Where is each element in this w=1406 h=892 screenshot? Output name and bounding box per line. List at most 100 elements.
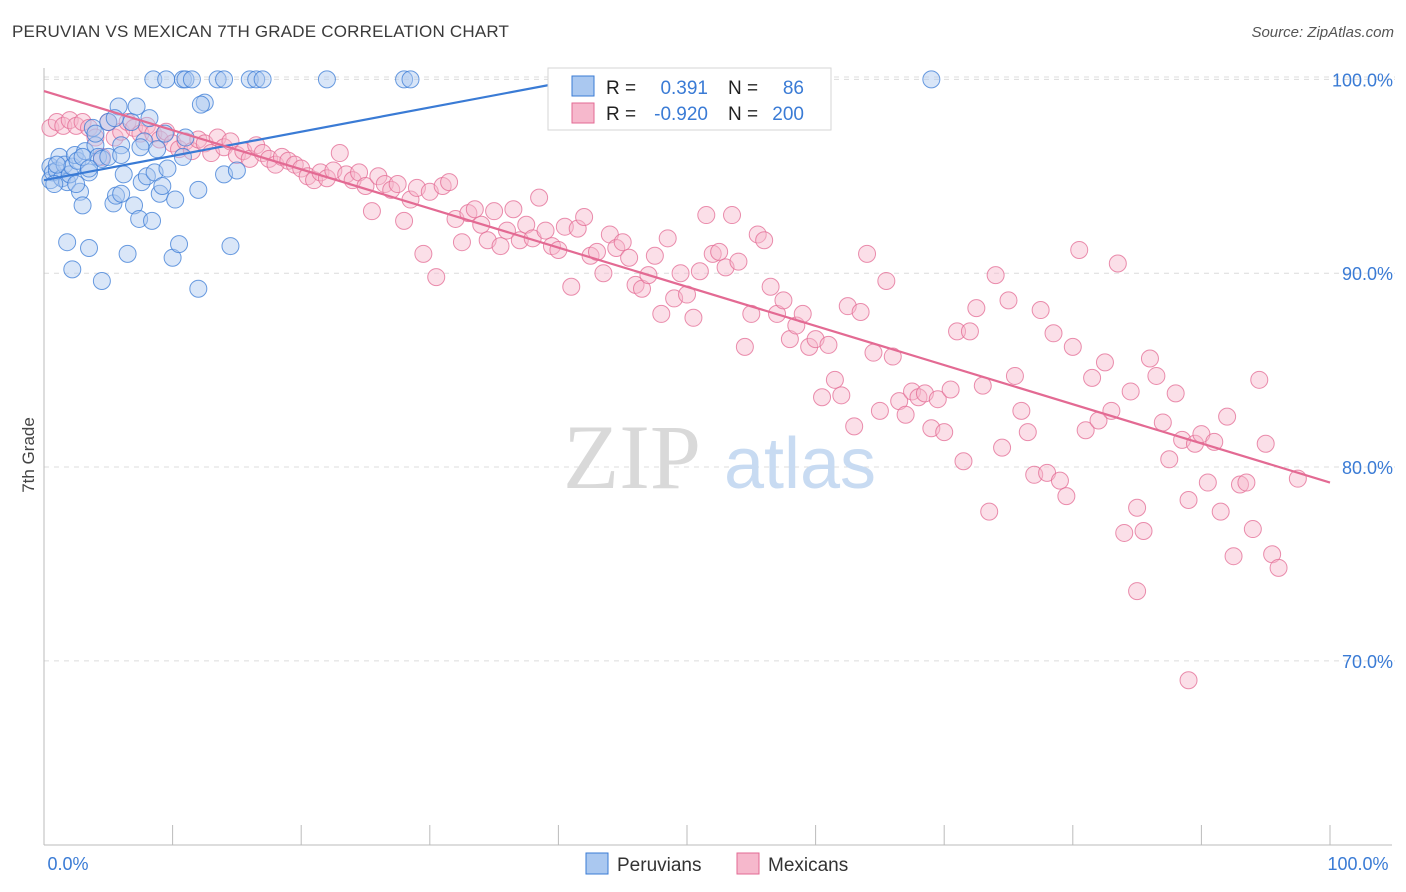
peruvians-point: [189, 180, 208, 199]
peruvians-point: [112, 145, 131, 164]
peruvians-n-label: N =: [728, 78, 758, 99]
mexicans-point: [813, 388, 832, 407]
mexicans-point: [845, 417, 864, 436]
mexicans-point: [1076, 421, 1095, 440]
mexicans-point: [1134, 522, 1153, 540]
mexicans-point: [530, 188, 549, 207]
mexicans-point: [1166, 384, 1185, 403]
peruvians-point: [247, 70, 266, 89]
source-label: Source: ZipAtlas.com: [1251, 24, 1394, 41]
peruvians-point: [112, 184, 131, 203]
mexicans-point: [1250, 370, 1269, 389]
peruvians-point: [182, 70, 201, 89]
legend-peruvians-swatch: [585, 852, 609, 875]
mexicans-point: [858, 244, 877, 263]
mexicans-point: [1070, 240, 1089, 259]
mexicans-point: [960, 322, 979, 341]
mexicans-n-value: 200: [772, 104, 804, 125]
mexicans-point: [536, 221, 555, 240]
stats-legend: R = 0.391 N = 86 R = -0.920 N = 200: [547, 67, 832, 131]
mexicans-point: [452, 233, 471, 252]
mexicans-point: [954, 452, 973, 471]
mexicans-point: [645, 246, 664, 265]
mexicans-point: [613, 233, 632, 252]
mexicans-point: [485, 202, 504, 221]
trend-lines: [43, 82, 1331, 484]
mexicans-point: [864, 343, 883, 362]
mexicans-point: [883, 347, 902, 366]
peruvians-point: [153, 176, 172, 195]
mexicans-point: [1057, 487, 1076, 506]
peruvians-point: [148, 140, 167, 159]
peruvians-point: [401, 70, 420, 89]
mexicans-point: [440, 173, 459, 192]
peruvians-point: [80, 239, 99, 258]
peruvians-point: [47, 155, 66, 174]
mexicans-point: [594, 264, 613, 283]
peruvians-point: [86, 124, 105, 143]
peruvians-n-value: 86: [783, 78, 804, 99]
peruvians-point: [176, 70, 195, 89]
stats-peruvians-swatch: [571, 75, 595, 97]
mexicans-point: [819, 335, 838, 354]
y-axis-label: 7th Grade: [19, 417, 38, 493]
mexicans-point: [774, 291, 793, 310]
mexicans-point: [1128, 498, 1147, 517]
mexicans-point: [388, 175, 407, 194]
peruvians-point: [143, 211, 162, 230]
peruvians-point: [80, 159, 99, 178]
mexicans-point: [497, 221, 516, 240]
mexicans-point: [1153, 413, 1172, 432]
mexicans-point: [967, 299, 986, 318]
mexicans-point: [1230, 475, 1249, 494]
mexicans-point: [562, 277, 581, 296]
peruvians-point: [127, 97, 146, 116]
mexicans-point: [1179, 671, 1198, 690]
mexicans-n-label: N =: [728, 104, 758, 125]
watermark-atlas: atlas: [724, 424, 876, 504]
mexicans-point: [690, 262, 709, 281]
mexicans-point: [703, 244, 722, 263]
mexicans-point: [980, 502, 999, 521]
watermark-zip: ZIP: [563, 406, 701, 508]
peruvians-point: [253, 70, 272, 89]
mexicans-point: [1243, 520, 1262, 539]
mexicans-point: [941, 380, 960, 399]
watermark: ZIP atlas: [563, 406, 876, 508]
mexicans-point: [330, 144, 349, 163]
y-tick-label: 100.0%: [1332, 70, 1393, 90]
mexicans-point: [1198, 473, 1217, 492]
peruvians-point: [112, 136, 131, 155]
peruvians-r-label: R =: [606, 78, 636, 99]
axes: 100.0% 90.0% 80.0% 70.0% 0.0% 100.0%: [43, 68, 1393, 874]
mexicans-point: [928, 390, 947, 409]
peruvians-point: [215, 70, 234, 89]
peruvians-trend-line: [43, 82, 559, 182]
peruvians-point: [118, 244, 137, 263]
mexicans-point: [877, 271, 896, 290]
mexicans-point: [1005, 366, 1024, 385]
mexicans-point: [575, 208, 594, 226]
mexicans-point: [832, 386, 851, 405]
mexicans-point: [1179, 490, 1198, 509]
peruvians-point: [132, 173, 151, 192]
peruvians-point: [227, 161, 246, 180]
peruvians-point: [63, 260, 82, 279]
mexicans-point: [825, 370, 844, 389]
mexicans-point: [362, 202, 381, 221]
mexicans-point: [1121, 382, 1140, 401]
mexicans-point: [1031, 301, 1050, 320]
mexicans-point: [1108, 254, 1127, 273]
mexicans-point: [1012, 401, 1031, 420]
peruvians-point: [922, 70, 941, 89]
mexicans-point: [671, 264, 690, 283]
mexicans-point: [1128, 582, 1147, 601]
peruvians-point: [131, 138, 150, 157]
bottom-legend: Peruvians Mexicans: [585, 852, 848, 876]
mexicans-point: [993, 438, 1012, 457]
mexicans-point: [414, 244, 433, 263]
mexicans-point: [1115, 523, 1134, 542]
peruvians-point: [67, 175, 86, 194]
mexicans-point: [620, 248, 639, 267]
